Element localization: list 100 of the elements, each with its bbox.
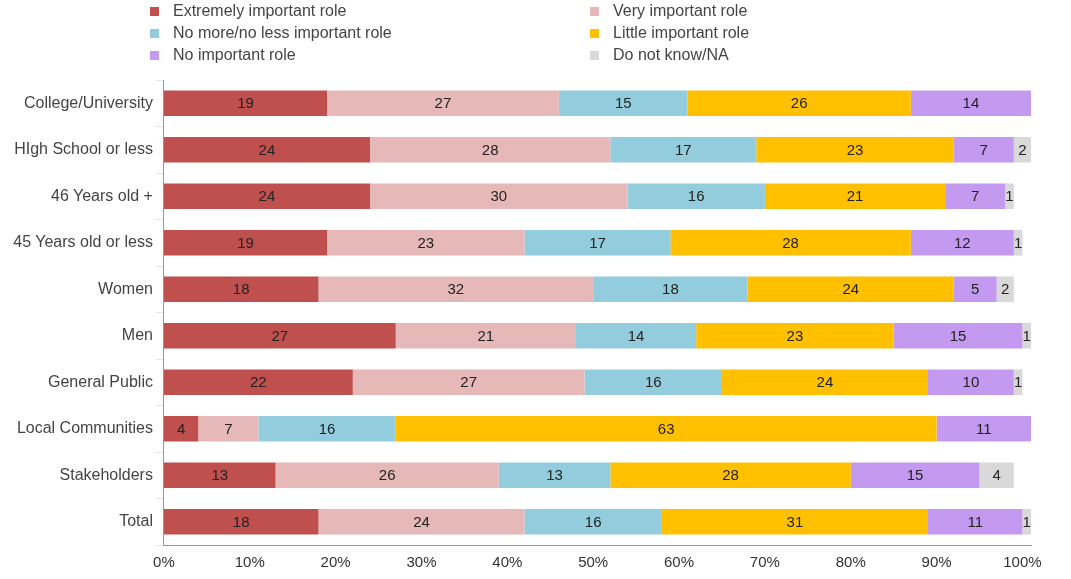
bar xyxy=(1013,136,1031,163)
bar xyxy=(163,369,353,396)
bar xyxy=(764,183,946,210)
data-label: 21 xyxy=(477,326,495,344)
bar xyxy=(163,183,370,210)
bar xyxy=(1005,183,1014,210)
bar xyxy=(670,229,911,256)
legend-label: Extremely important role xyxy=(173,2,347,20)
data-label: 1 xyxy=(1013,373,1023,391)
x-tick-label: 100% xyxy=(1003,553,1042,571)
data-label: 23 xyxy=(846,140,864,158)
bar xyxy=(498,462,611,489)
data-label: 5 xyxy=(971,280,980,298)
data-label: 16 xyxy=(644,373,662,391)
data-label: 27 xyxy=(460,373,478,391)
data-label: 15 xyxy=(614,94,632,112)
data-label: 24 xyxy=(413,512,430,530)
data-label: 24 xyxy=(258,140,276,158)
legend-label: Very important role xyxy=(613,2,748,20)
x-tick-label: 50% xyxy=(578,553,609,571)
bar xyxy=(163,136,370,163)
bar xyxy=(610,136,757,163)
data-label: 13 xyxy=(211,466,229,484)
data-label: 18 xyxy=(662,280,679,298)
y-tick-label: Total xyxy=(119,512,153,530)
bar xyxy=(687,90,911,117)
x-tick-label: 60% xyxy=(664,553,695,571)
bar xyxy=(593,276,748,303)
data-label: 14 xyxy=(962,94,980,112)
bar xyxy=(258,415,396,442)
bar xyxy=(576,322,697,349)
data-label: 16 xyxy=(687,187,705,205)
legend-label: Do not know/NA xyxy=(613,46,729,64)
bar xyxy=(163,276,319,303)
x-tick-label: 70% xyxy=(749,553,780,571)
x-tick-label: 0% xyxy=(153,553,175,571)
data-label: 28 xyxy=(722,466,739,484)
data-label: 17 xyxy=(589,233,606,251)
data-label: 11 xyxy=(975,419,992,437)
bar xyxy=(910,90,1031,117)
data-label: 22 xyxy=(250,373,267,391)
data-label: 7 xyxy=(979,140,988,158)
data-label: 26 xyxy=(378,466,396,484)
data-label: 23 xyxy=(786,326,804,344)
y-tick-label: Local Communities xyxy=(16,419,153,437)
data-label: 17 xyxy=(674,140,692,158)
bar xyxy=(747,276,954,303)
bar xyxy=(163,415,199,442)
data-label: 7 xyxy=(971,187,980,205)
data-label: 16 xyxy=(584,512,602,530)
data-label: 1 xyxy=(1022,326,1031,344)
data-label: 4 xyxy=(176,419,186,437)
data-label: 27 xyxy=(434,94,452,112)
data-label: 12 xyxy=(953,233,971,251)
legend-label: No more/no less important role xyxy=(173,24,392,42)
data-label: 2 xyxy=(1001,280,1010,298)
bar xyxy=(661,508,928,535)
bar xyxy=(721,369,928,396)
bar xyxy=(163,90,328,117)
data-label: 4 xyxy=(992,466,1001,484)
data-label: 18 xyxy=(232,280,250,298)
x-tick-label: 90% xyxy=(921,553,952,571)
data-label: 18 xyxy=(232,512,250,530)
bar xyxy=(369,136,611,163)
bar xyxy=(524,229,671,256)
bar xyxy=(927,508,1023,535)
data-label: 10 xyxy=(962,373,980,391)
bar xyxy=(610,462,851,489)
bar xyxy=(318,276,594,303)
bar xyxy=(558,90,688,117)
legend-label: Little important role xyxy=(613,24,750,42)
data-label: 63 xyxy=(657,419,675,437)
data-label: 15 xyxy=(949,326,967,344)
data-label: 1 xyxy=(1005,187,1014,205)
y-tick-label: College/University xyxy=(24,93,153,111)
bar xyxy=(163,462,276,489)
bar xyxy=(979,462,1014,489)
data-label: 32 xyxy=(447,280,465,298)
data-label: 27 xyxy=(271,326,289,344)
y-tick-label: 45 Years old or less xyxy=(13,233,153,251)
bar xyxy=(953,136,1014,163)
bar xyxy=(369,183,628,210)
x-tick-label: 80% xyxy=(835,553,866,571)
bar xyxy=(163,229,328,256)
data-label: 30 xyxy=(490,187,508,205)
data-label: 21 xyxy=(846,187,864,205)
bar xyxy=(275,462,499,489)
data-label: 16 xyxy=(318,419,336,437)
bar xyxy=(850,462,980,489)
bar xyxy=(1022,508,1031,535)
data-label: 24 xyxy=(842,280,860,298)
y-tick-label: 46 Years old + xyxy=(51,186,153,204)
y-tick-label: General Public xyxy=(47,372,153,390)
bar xyxy=(584,369,722,396)
data-label: 15 xyxy=(906,466,924,484)
x-tick-label: 30% xyxy=(406,553,437,571)
data-label: 2 xyxy=(1018,140,1027,158)
bar xyxy=(936,415,1031,442)
bar xyxy=(893,322,1023,349)
y-tick-label: Men xyxy=(121,326,153,344)
